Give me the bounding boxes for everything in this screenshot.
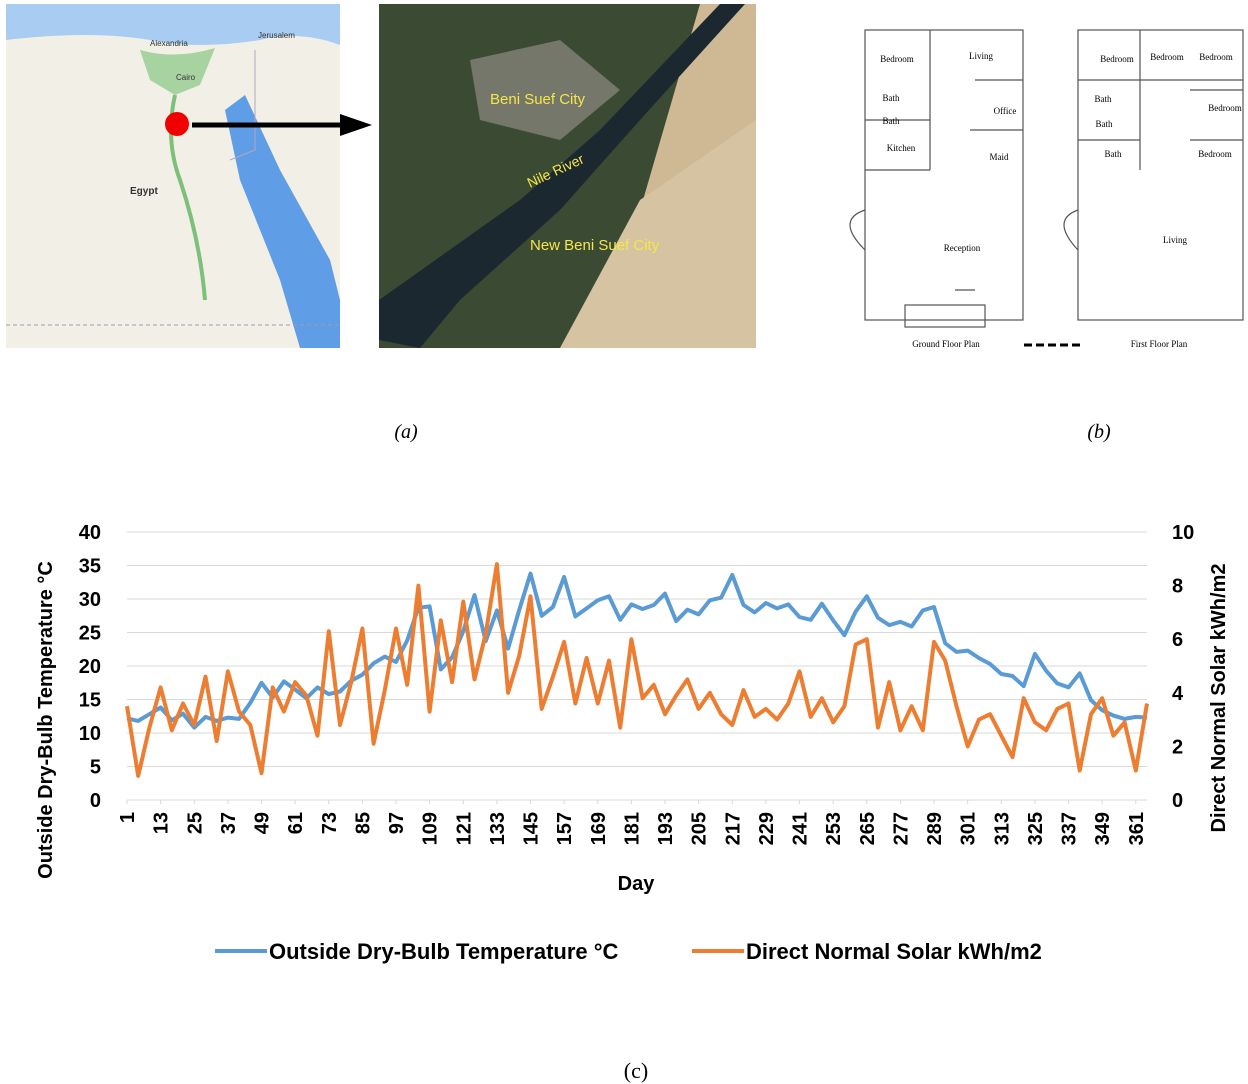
x-tick-label: 169 xyxy=(588,812,610,845)
room-label: Living xyxy=(1163,235,1187,245)
y2-tick-label: 10 xyxy=(1172,522,1194,544)
room-label: Bath xyxy=(1105,149,1122,159)
y-tick-label: 10 xyxy=(79,723,101,745)
x-tick-label: 181 xyxy=(621,812,643,845)
x-tick-label: 301 xyxy=(958,812,980,845)
x-tick-label: 133 xyxy=(487,812,509,845)
x-tick-label: 241 xyxy=(790,812,812,845)
y-tick-label: 35 xyxy=(79,556,101,578)
x-tick-label: 37 xyxy=(218,812,240,834)
x-tick-label: 229 xyxy=(756,812,778,845)
y-axis-title: Outside Dry-Bulb Temperature °C xyxy=(35,561,57,879)
satellite-label: New Beni Suef City xyxy=(530,237,660,254)
caption: (c) xyxy=(624,1058,648,1083)
room-label: Bedroom xyxy=(880,54,914,64)
map-label: Jerusalem xyxy=(258,31,295,40)
x-tick-label: 289 xyxy=(924,812,946,845)
x-tick-label: 97 xyxy=(386,812,408,834)
y-tick-label: 5 xyxy=(90,757,101,779)
room-label: Bedroom xyxy=(1150,52,1184,62)
y-tick-label: 20 xyxy=(79,656,101,678)
legend-label: Outside Dry-Bulb Temperature °C xyxy=(269,939,619,964)
x-tick-label: 73 xyxy=(319,812,341,834)
x-tick-label: 205 xyxy=(689,812,711,845)
y2-axis-title: Direct Normal Solar kWh/m2 xyxy=(1208,564,1230,833)
x-tick-label: 337 xyxy=(1059,812,1081,845)
room-label: Maid xyxy=(990,152,1009,162)
room-label: Bath xyxy=(883,93,900,103)
chart: Day Outside Dry-Bulb Temperature °C Dire… xyxy=(35,522,1230,964)
x-tick-label: 109 xyxy=(420,812,442,845)
x-tick-label: 361 xyxy=(1126,812,1148,845)
y2-tick-label: 8 xyxy=(1172,576,1183,598)
x-tick-label: 25 xyxy=(184,812,206,834)
room-label: Bath xyxy=(1095,94,1112,104)
room-label: Bath xyxy=(1096,119,1113,129)
figure: Alexandria Cairo Jerusalem Egypt Beni Su… xyxy=(0,0,1248,1084)
map-label: Alexandria xyxy=(150,39,188,48)
y-tick-label: 30 xyxy=(79,589,101,611)
legend-label: Direct Normal Solar kWh/m2 xyxy=(746,939,1042,964)
room-label: Living xyxy=(969,51,993,61)
x-tick-label: 49 xyxy=(252,812,274,834)
room-label: Office xyxy=(994,106,1017,116)
y2-tick-label: 4 xyxy=(1172,683,1184,705)
room-label: Bath xyxy=(883,116,900,126)
room-label: Bedroom xyxy=(1100,54,1134,64)
x-axis-title: Day xyxy=(618,873,656,895)
y-tick-label: 0 xyxy=(90,790,101,812)
map-label: Egypt xyxy=(130,186,158,197)
x-tick-label: 277 xyxy=(890,812,912,845)
x-tick-label: 121 xyxy=(453,812,475,845)
y-tick-label: 15 xyxy=(79,690,101,712)
x-tick-label: 253 xyxy=(823,812,845,845)
x-tick-label: 325 xyxy=(1025,812,1047,845)
x-tick-label: 145 xyxy=(521,812,543,845)
egypt-map: Alexandria Cairo Jerusalem Egypt xyxy=(6,4,372,348)
room-label: Bedroom xyxy=(1198,149,1232,159)
satellite-image: Beni Suef City Nile River New Beni Suef … xyxy=(379,4,756,348)
y2-tick-label: 2 xyxy=(1172,736,1183,758)
x-tick-label: 193 xyxy=(655,812,677,845)
y2-tick-label: 0 xyxy=(1172,790,1183,812)
location-marker xyxy=(165,112,189,136)
x-tick-label: 157 xyxy=(554,812,576,845)
room-label: Bedroom xyxy=(1208,103,1242,113)
caption: (a) xyxy=(394,421,418,443)
x-tick-label: 265 xyxy=(857,812,879,845)
map-label: Cairo xyxy=(176,73,196,82)
arrow-head xyxy=(340,114,372,136)
y2-tick-label: 6 xyxy=(1172,629,1183,651)
first-floor-plan: Bedroom Bedroom Bedroom Bath Bedroom Bat… xyxy=(1064,30,1243,349)
x-tick-label: 61 xyxy=(285,812,307,834)
y-tick-label: 40 xyxy=(79,522,101,544)
caption: (b) xyxy=(1087,421,1111,443)
y-tick-label: 25 xyxy=(79,623,101,645)
x-tick-label: 13 xyxy=(151,812,173,834)
room-label: Bedroom xyxy=(1199,52,1233,62)
room-label: Reception xyxy=(944,243,981,253)
plan-title: First Floor Plan xyxy=(1131,339,1188,349)
x-tick-label: 313 xyxy=(991,812,1013,845)
x-tick-label: 217 xyxy=(722,812,744,845)
ground-floor-plan: Bedroom Living Bath Bath Office Kitchen … xyxy=(850,30,1023,349)
x-tick-label: 349 xyxy=(1092,812,1114,845)
room-label: Kitchen xyxy=(887,143,916,153)
x-tick-label: 85 xyxy=(352,812,374,834)
satellite-label: Beni Suef City xyxy=(490,91,586,108)
x-tick-label: 1 xyxy=(117,812,139,823)
plan-title: Ground Floor Plan xyxy=(912,339,980,349)
